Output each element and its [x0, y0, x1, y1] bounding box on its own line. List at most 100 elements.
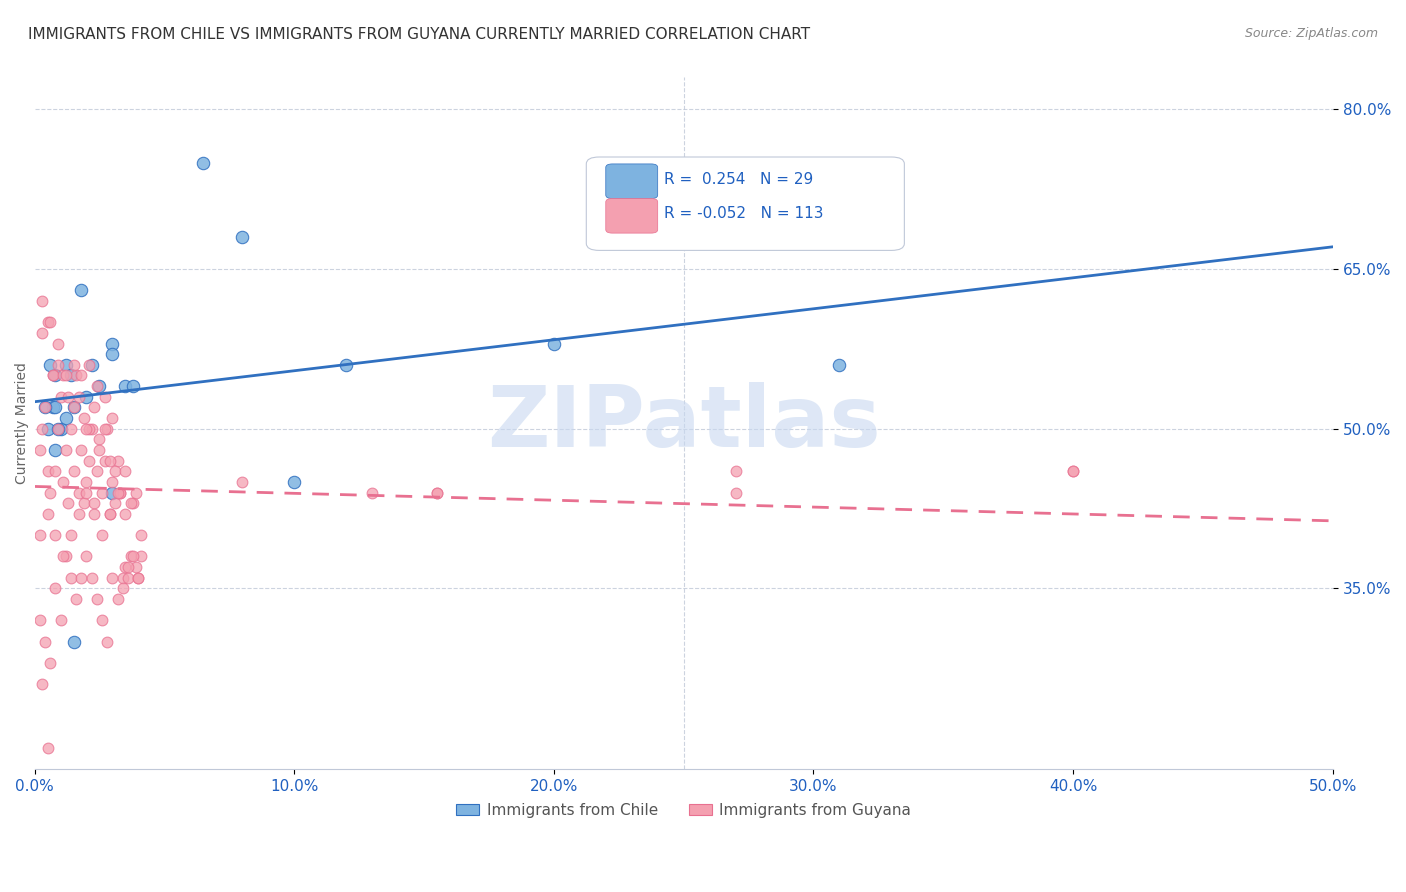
FancyBboxPatch shape — [586, 157, 904, 251]
Immigrants from Guyana — [49, 613, 72, 627]
Immigrants from Guyana — [122, 496, 145, 510]
Immigrants from Guyana — [31, 422, 53, 436]
Immigrants from Guyana — [55, 368, 77, 383]
Immigrants from Guyana — [114, 464, 136, 478]
Immigrants from Guyana — [96, 422, 118, 436]
Immigrants from Guyana — [80, 571, 103, 585]
Immigrants from Guyana — [122, 549, 145, 564]
Immigrants from Guyana — [127, 571, 149, 585]
Immigrants from Chile — [543, 336, 565, 351]
Immigrants from Guyana — [37, 507, 59, 521]
Immigrants from Guyana — [83, 496, 105, 510]
Immigrants from Guyana — [44, 464, 66, 478]
Immigrants from Chile — [70, 283, 93, 297]
Immigrants from Guyana — [117, 571, 139, 585]
Immigrants from Guyana — [111, 582, 134, 596]
Immigrants from Guyana — [59, 528, 82, 542]
Immigrants from Guyana — [39, 656, 62, 670]
Immigrants from Chile — [283, 475, 305, 489]
Immigrants from Guyana — [93, 453, 115, 467]
Immigrants from Chile — [62, 634, 84, 648]
Immigrants from Chile — [46, 422, 69, 436]
Immigrants from Guyana — [28, 528, 51, 542]
Immigrants from Guyana — [86, 379, 108, 393]
Immigrants from Chile — [44, 442, 66, 457]
Immigrants from Guyana — [55, 442, 77, 457]
Immigrants from Guyana — [125, 560, 148, 574]
Immigrants from Guyana — [101, 571, 124, 585]
Immigrants from Guyana — [91, 528, 114, 542]
Immigrants from Guyana — [120, 496, 142, 510]
Immigrants from Guyana — [96, 634, 118, 648]
Immigrants from Guyana — [120, 549, 142, 564]
Immigrants from Chile — [122, 379, 145, 393]
Immigrants from Guyana — [62, 358, 84, 372]
Immigrants from Guyana — [42, 368, 65, 383]
Immigrants from Guyana — [127, 571, 149, 585]
Immigrants from Guyana — [31, 677, 53, 691]
Text: IMMIGRANTS FROM CHILE VS IMMIGRANTS FROM GUYANA CURRENTLY MARRIED CORRELATION CH: IMMIGRANTS FROM CHILE VS IMMIGRANTS FROM… — [28, 27, 810, 42]
Immigrants from Guyana — [44, 528, 66, 542]
Y-axis label: Currently Married: Currently Married — [15, 362, 30, 484]
Immigrants from Guyana — [76, 422, 98, 436]
Immigrants from Guyana — [46, 358, 69, 372]
Immigrants from Guyana — [91, 613, 114, 627]
Immigrants from Guyana — [34, 401, 56, 415]
Immigrants from Guyana — [65, 592, 87, 607]
Immigrants from Guyana — [98, 453, 121, 467]
Immigrants from Guyana — [73, 411, 96, 425]
Immigrants from Guyana — [37, 741, 59, 756]
Immigrants from Guyana — [55, 549, 77, 564]
Immigrants from Chile — [62, 401, 84, 415]
Immigrants from Guyana — [39, 315, 62, 329]
Immigrants from Chile — [42, 401, 65, 415]
FancyBboxPatch shape — [606, 199, 658, 233]
Immigrants from Guyana — [93, 390, 115, 404]
Immigrants from Guyana — [70, 368, 93, 383]
Immigrants from Guyana — [83, 401, 105, 415]
Immigrants from Chile — [231, 230, 253, 244]
Immigrants from Guyana — [110, 485, 132, 500]
Immigrants from Chile — [335, 358, 357, 372]
Immigrants from Guyana — [59, 422, 82, 436]
Immigrants from Guyana — [426, 485, 449, 500]
Immigrants from Chile — [59, 368, 82, 383]
Immigrants from Guyana — [104, 464, 127, 478]
Immigrants from Guyana — [67, 507, 90, 521]
Immigrants from Guyana — [76, 485, 98, 500]
Text: R =  0.254   N = 29: R = 0.254 N = 29 — [664, 171, 814, 186]
Immigrants from Guyana — [89, 442, 111, 457]
Immigrants from Guyana — [83, 507, 105, 521]
Immigrants from Guyana — [361, 485, 384, 500]
Immigrants from Guyana — [37, 315, 59, 329]
Immigrants from Chile — [80, 358, 103, 372]
Immigrants from Guyana — [91, 485, 114, 500]
Immigrants from Guyana — [76, 475, 98, 489]
Immigrants from Chile — [89, 379, 111, 393]
Immigrants from Guyana — [101, 411, 124, 425]
Immigrants from Guyana — [58, 390, 80, 404]
Immigrants from Guyana — [426, 485, 449, 500]
Immigrants from Chile — [193, 155, 215, 169]
Immigrants from Guyana — [107, 592, 129, 607]
Immigrants from Guyana — [31, 326, 53, 340]
Immigrants from Guyana — [231, 475, 253, 489]
Immigrants from Guyana — [93, 422, 115, 436]
Immigrants from Guyana — [117, 560, 139, 574]
Immigrants from Guyana — [129, 549, 152, 564]
Immigrants from Guyana — [44, 582, 66, 596]
Immigrants from Guyana — [86, 592, 108, 607]
Immigrants from Guyana — [77, 422, 100, 436]
Immigrants from Guyana — [107, 453, 129, 467]
Immigrants from Chile — [76, 390, 98, 404]
Immigrants from Guyana — [1062, 464, 1084, 478]
Immigrants from Guyana — [70, 442, 93, 457]
Immigrants from Guyana — [104, 496, 127, 510]
Immigrants from Guyana — [39, 485, 62, 500]
Immigrants from Guyana — [46, 336, 69, 351]
Immigrants from Guyana — [67, 485, 90, 500]
Immigrants from Guyana — [114, 560, 136, 574]
Immigrants from Chile — [101, 485, 124, 500]
Immigrants from Guyana — [86, 464, 108, 478]
Legend: Immigrants from Chile, Immigrants from Guyana: Immigrants from Chile, Immigrants from G… — [450, 797, 917, 824]
